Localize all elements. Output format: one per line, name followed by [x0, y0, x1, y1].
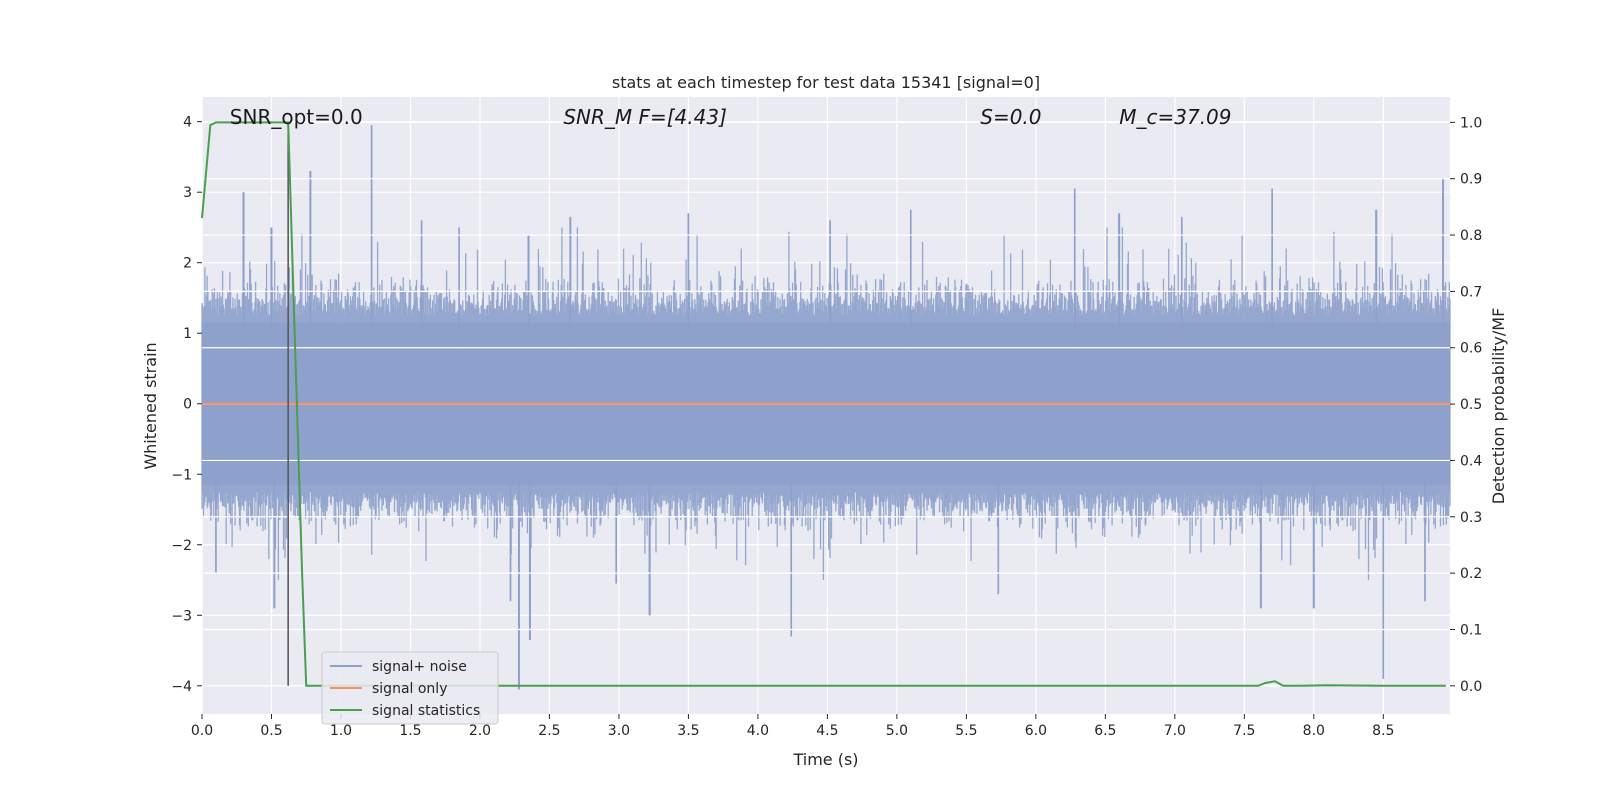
- y2-tick-label: 0.0: [1460, 679, 1482, 695]
- x-axis-label: Time (s): [792, 750, 858, 769]
- x-tick-label: 3.5: [677, 723, 699, 739]
- y2-tick-label: 1.0: [1460, 115, 1482, 131]
- x-tick-label: 1.5: [399, 723, 421, 739]
- x-tick-label: 2.0: [469, 723, 491, 739]
- legend-label-signal-only: signal only: [372, 681, 447, 697]
- y-tick-label: 1: [183, 326, 192, 342]
- y2-tick-label: 0.4: [1460, 453, 1482, 469]
- x-tick-label: 0.0: [191, 723, 213, 739]
- x-tick-label: 2.5: [538, 723, 560, 739]
- x-axis-ticks: 0.0 0.5 1.0 1.5 2.0 2.5 3.0 3.5 4.0 4.5 5.0 5.5 6.0 6…: [191, 714, 1394, 739]
- annotations: SNR_opt=0.0 SNR_M F=[4.43] S=0.0 M_c=37.09: [230, 105, 1232, 129]
- x-tick-label: 0.5: [260, 723, 282, 739]
- y2-tick-label: 0.9: [1460, 172, 1482, 188]
- y2-tick-label: 0.7: [1460, 284, 1482, 300]
- x-tick-label: 4.5: [816, 723, 838, 739]
- x-tick-label: 8.5: [1372, 723, 1394, 739]
- y-tick-label: −4: [171, 679, 192, 695]
- y2-axis-ticks: 0.0 0.1 0.2 0.3 0.4 0.5 0.6 0.7 0.8 0.9 1.0: [1450, 115, 1482, 695]
- x-tick-label: 7.0: [1164, 723, 1186, 739]
- y-tick-label: 4: [183, 115, 192, 131]
- x-tick-label: 3.0: [608, 723, 630, 739]
- y-axis-label: Whitened strain: [141, 342, 160, 469]
- y-tick-label: −2: [171, 538, 192, 554]
- y2-tick-label: 0.5: [1460, 397, 1482, 413]
- y2-tick-label: 0.6: [1460, 341, 1482, 357]
- y-tick-label: 2: [183, 256, 192, 272]
- x-tick-label: 1.0: [330, 723, 352, 739]
- legend-label-signal-statistics: signal statistics: [372, 703, 480, 719]
- x-tick-label: 7.5: [1233, 723, 1255, 739]
- y-axis-ticks: −4 −3 −2 −1 0 1 2 3 4: [171, 115, 202, 695]
- y-tick-label: −3: [171, 608, 192, 624]
- x-tick-label: 5.0: [886, 723, 908, 739]
- y-tick-label: 0: [183, 397, 192, 413]
- y2-tick-label: 0.2: [1460, 566, 1482, 582]
- annotation-text: SNR_M F=[4.43]: [563, 105, 727, 129]
- y2-tick-label: 0.3: [1460, 510, 1482, 526]
- annotation-text: SNR_opt=0.0: [230, 105, 363, 129]
- y-tick-label: 3: [183, 185, 192, 201]
- legend-box: [321, 651, 499, 725]
- x-tick-label: 6.0: [1025, 723, 1047, 739]
- x-tick-label: 5.5: [955, 723, 977, 739]
- y2-tick-label: 0.1: [1460, 622, 1482, 638]
- chart-title: stats at each timestep for test data 153…: [612, 73, 1040, 92]
- x-tick-label: 6.5: [1094, 723, 1116, 739]
- x-tick-label: 8.0: [1303, 723, 1325, 739]
- legend-label-signal-noise: signal+ noise: [372, 659, 467, 675]
- y-tick-label: −1: [171, 467, 192, 483]
- y2-tick-label: 0.8: [1460, 228, 1482, 244]
- annotation-text: M_c=37.09: [1119, 105, 1231, 129]
- x-tick-label: 4.0: [747, 723, 769, 739]
- legend: signal+ noise signal only signal statist…: [321, 651, 499, 725]
- y2-axis-label: Detection probability/MF: [1489, 308, 1508, 505]
- annotation-text: S=0.0: [980, 105, 1041, 129]
